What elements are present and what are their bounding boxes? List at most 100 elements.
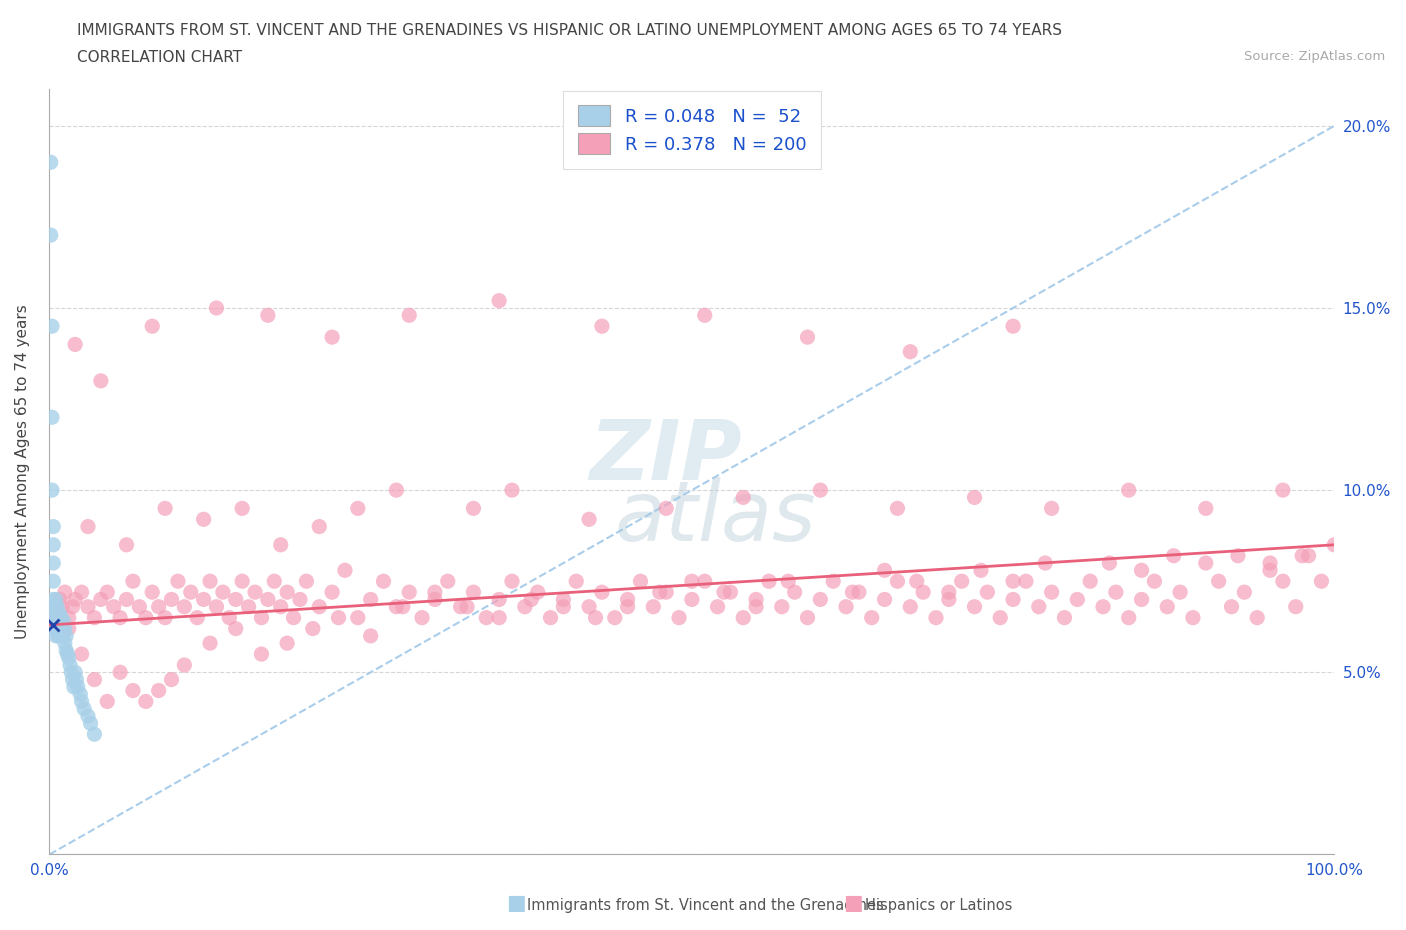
Point — [58, 610, 80, 625]
Point — [1271, 574, 1294, 589]
Point — [1040, 501, 1063, 516]
Point — [52, 614, 75, 629]
Point — [456, 599, 478, 614]
Point — [648, 585, 671, 600]
Point — [616, 592, 638, 607]
Point — [193, 512, 215, 526]
Point — [308, 599, 330, 614]
Point — [886, 574, 908, 589]
Point — [488, 610, 510, 625]
Point — [970, 563, 993, 578]
Point — [1258, 555, 1281, 570]
Point — [70, 585, 93, 600]
Point — [643, 599, 665, 614]
Text: ZIP: ZIP — [589, 416, 742, 498]
Point — [173, 599, 195, 614]
Point — [398, 308, 420, 323]
Point — [83, 672, 105, 687]
Point — [1015, 574, 1038, 589]
Y-axis label: Unemployment Among Ages 65 to 74 years: Unemployment Among Ages 65 to 74 years — [15, 304, 30, 639]
Point — [501, 483, 523, 498]
Point — [501, 574, 523, 589]
Point — [385, 599, 408, 614]
Point — [411, 610, 433, 625]
Point — [1323, 538, 1346, 552]
Text: atlas: atlas — [614, 477, 817, 558]
Point — [706, 599, 728, 614]
Text: CORRELATION CHART: CORRELATION CHART — [77, 50, 242, 65]
Point — [321, 330, 343, 345]
Point — [263, 574, 285, 589]
Point — [591, 319, 613, 334]
Point — [77, 599, 100, 614]
Point — [905, 574, 928, 589]
Point — [44, 621, 66, 636]
Point — [66, 680, 89, 695]
Point — [160, 592, 183, 607]
Point — [257, 592, 280, 607]
Point — [553, 599, 575, 614]
Point — [733, 490, 755, 505]
Point — [63, 592, 86, 607]
Point — [148, 599, 170, 614]
Point — [122, 683, 145, 698]
Point — [42, 538, 65, 552]
Point — [1040, 585, 1063, 600]
Point — [55, 643, 77, 658]
Point — [122, 574, 145, 589]
Point — [360, 592, 382, 607]
Point — [46, 610, 69, 625]
Point — [56, 646, 79, 661]
Point — [745, 592, 768, 607]
Point — [48, 618, 70, 632]
Point — [180, 585, 202, 600]
Point — [520, 592, 543, 607]
Point — [796, 330, 818, 345]
Point — [925, 610, 948, 625]
Text: Hispanics or Latinos: Hispanics or Latinos — [865, 898, 1012, 913]
Point — [48, 618, 70, 632]
Point — [591, 585, 613, 600]
Point — [250, 610, 273, 625]
Point — [302, 621, 325, 636]
Point — [48, 629, 70, 644]
Point — [58, 621, 80, 636]
Point — [1195, 555, 1218, 570]
Point — [62, 672, 84, 687]
Point — [193, 592, 215, 607]
Point — [733, 610, 755, 625]
Point — [841, 585, 863, 600]
Point — [346, 610, 368, 625]
Point — [693, 308, 716, 323]
Point — [1028, 599, 1050, 614]
Point — [44, 614, 66, 629]
Point — [1271, 483, 1294, 498]
Point — [135, 694, 157, 709]
Point — [83, 727, 105, 742]
Point — [745, 599, 768, 614]
Point — [41, 410, 63, 425]
Point — [1291, 549, 1313, 564]
Point — [835, 599, 858, 614]
Point — [526, 585, 548, 600]
Point — [860, 610, 883, 625]
Point — [488, 592, 510, 607]
Point — [1168, 585, 1191, 600]
Point — [53, 636, 76, 651]
Point — [63, 665, 86, 680]
Point — [1002, 592, 1025, 607]
Point — [1220, 599, 1243, 614]
Point — [1163, 549, 1185, 564]
Point — [391, 599, 413, 614]
Point — [630, 574, 652, 589]
Point — [373, 574, 395, 589]
Point — [160, 672, 183, 687]
Point — [243, 585, 266, 600]
Point — [51, 599, 73, 614]
Point — [115, 538, 138, 552]
Point — [578, 599, 600, 614]
Point — [1118, 483, 1140, 498]
Point — [823, 574, 845, 589]
Point — [288, 592, 311, 607]
Point — [463, 501, 485, 516]
